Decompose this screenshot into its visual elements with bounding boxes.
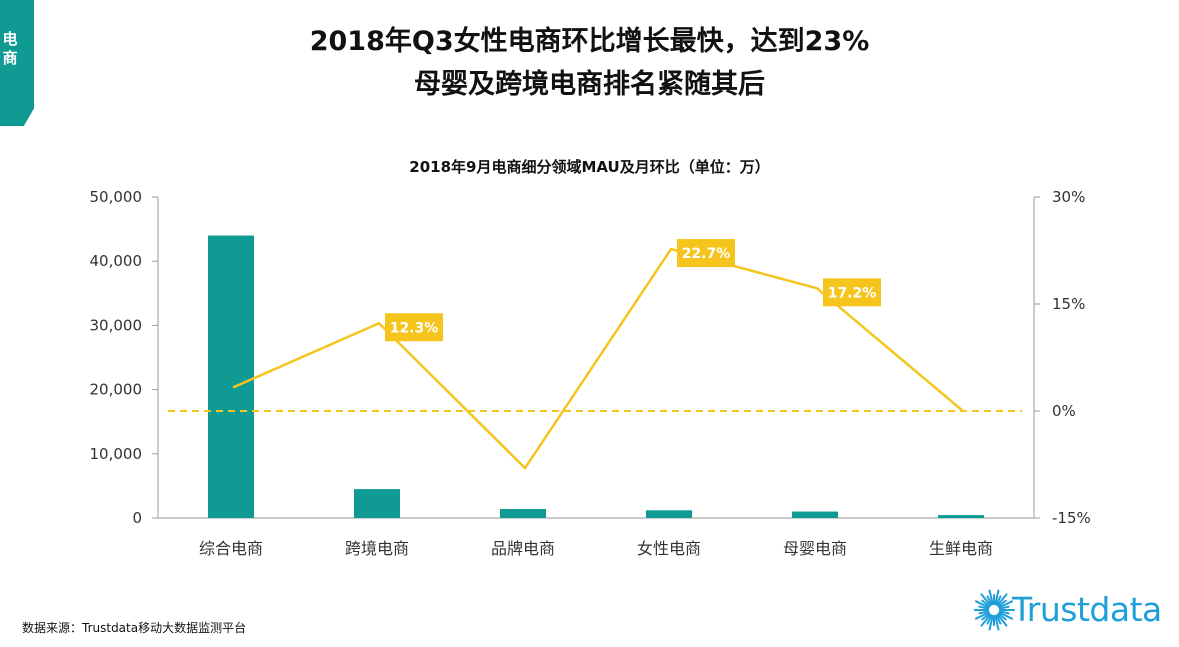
chart-title: 2018年9月电商细分领域MAU及月环比（单位：万） [409, 158, 770, 176]
bar-5 [792, 511, 838, 518]
x-category-label: 母婴电商 [783, 539, 847, 558]
data-label: 22.7% [682, 246, 731, 262]
logo-ray [974, 611, 990, 620]
bar-3 [500, 509, 546, 518]
logo-ray [988, 589, 994, 606]
logo-ray [986, 614, 993, 625]
y-left-tick-label: 40,000 [90, 252, 143, 270]
page-title: 2018年Q3女性电商环比增长最快，达到23% [309, 26, 870, 57]
data-label-box [677, 239, 735, 268]
logo-ray [974, 600, 990, 609]
logo-ray [995, 614, 1002, 625]
y-left-tick-label: 50,000 [90, 188, 143, 206]
y-left-tick-label: 0 [132, 509, 142, 527]
logo-ray [998, 600, 1014, 609]
y-left-tick-label: 30,000 [90, 316, 143, 334]
logo-text: Trustdata [1012, 590, 1162, 629]
data-label: 12.3% [390, 320, 439, 336]
trustdata-logo-icon [974, 589, 1015, 631]
logo-ray [996, 593, 1008, 607]
bar-6 [938, 515, 984, 518]
section-tab: 电商 [0, 0, 34, 126]
y-right-tick-label: 0% [1052, 402, 1076, 420]
growth-line [232, 247, 964, 470]
data-source: 数据来源：Trustdata移动大数据监测平台 [22, 621, 247, 635]
x-category-label: 生鲜电商 [929, 539, 993, 558]
logo-ray [998, 610, 1010, 615]
logo-ray [997, 612, 1007, 621]
bar-4 [646, 510, 692, 518]
section-tab-label: 电商 [2, 30, 18, 67]
y-right-tick-label: 15% [1052, 295, 1085, 313]
logo-ray [986, 595, 993, 606]
y-right-tick-label: -15% [1052, 509, 1091, 527]
logo-ray [980, 593, 992, 607]
logo-ray [994, 614, 1000, 631]
bar-2 [354, 489, 400, 518]
logo-ray [995, 595, 1002, 606]
x-category-label: 品牌电商 [491, 539, 555, 558]
logo-ray [981, 599, 991, 608]
data-label-box [823, 278, 881, 307]
logo-ray [978, 610, 990, 615]
y-left-tick-label: 20,000 [90, 381, 143, 399]
x-category-label: 跨境电商 [345, 539, 409, 558]
y-left-tick-label: 10,000 [90, 445, 143, 463]
logo-ray [997, 599, 1007, 608]
logo-ray [981, 612, 991, 621]
logo-ray [980, 613, 992, 627]
logo-ray [998, 605, 1010, 610]
page-subtitle: 母婴及跨境电商排名紧随其后 [414, 69, 765, 100]
data-label: 17.2% [828, 285, 877, 301]
data-label-box [385, 313, 443, 342]
bar-1 [208, 235, 254, 518]
logo-ray [996, 613, 1008, 627]
logo-ray [988, 614, 994, 631]
x-category-label: 综合电商 [199, 539, 263, 558]
logo-ray [998, 611, 1014, 620]
y-right-tick-label: 30% [1052, 188, 1085, 206]
logo-ray [978, 605, 990, 610]
logo-ray [994, 589, 1000, 606]
x-category-label: 女性电商 [637, 539, 701, 558]
